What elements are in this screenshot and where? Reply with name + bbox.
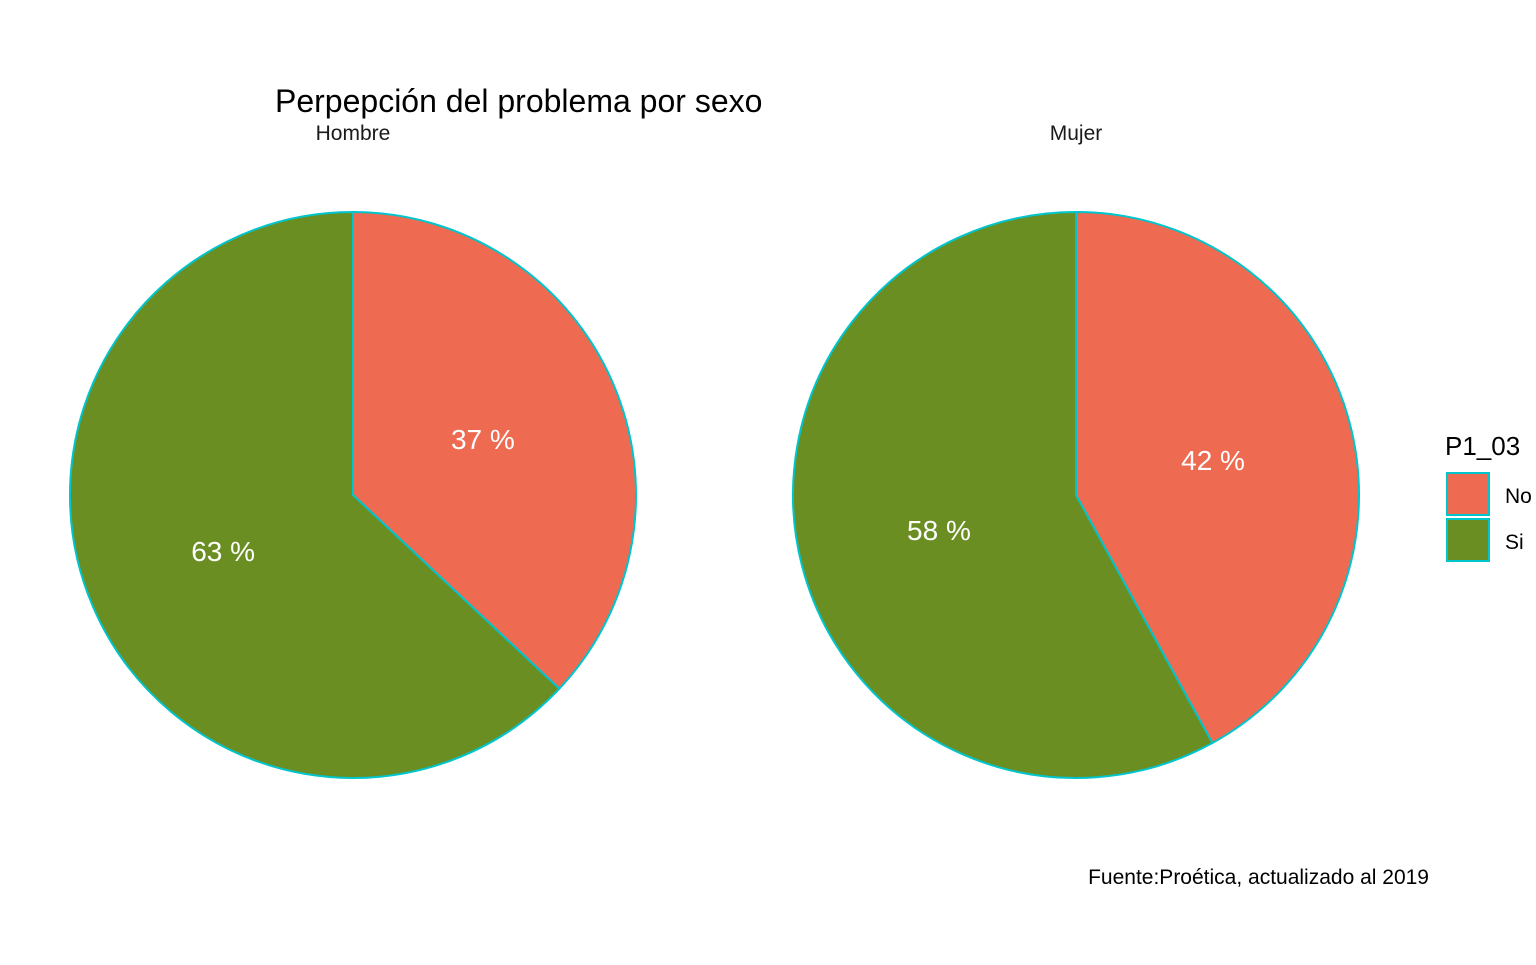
pie-slice-si <box>69 210 561 779</box>
slice-data-label: 58 % <box>907 515 971 546</box>
chart-title: Perpepción del problema por sexo <box>275 83 762 119</box>
pie-slice-si <box>792 210 1214 779</box>
pie-slice-no <box>1075 210 1360 745</box>
slice-data-label: 37 % <box>451 424 515 455</box>
pie-panel-mujer: Mujer 42 % 58 % <box>792 122 1360 779</box>
pie-panel-hombre: Hombre 37 % 63 % <box>69 122 637 779</box>
legend-key-si <box>1446 518 1490 562</box>
pie-slice-no <box>352 210 637 691</box>
facet-panels: Hombre 37 % 63 % Mujer 42 % 58 % <box>69 122 1360 779</box>
legend-label-si: Si <box>1505 531 1524 554</box>
slice-data-label: 63 % <box>191 536 255 567</box>
legend-items: No Si <box>1446 472 1532 562</box>
chart-caption: Fuente:Proética, actualizado al 2019 <box>1088 866 1429 889</box>
legend-title: P1_03 <box>1445 431 1520 461</box>
facet-label: Mujer <box>1050 122 1103 145</box>
facet-label: Hombre <box>316 122 391 145</box>
legend: P1_03 No Si <box>1445 431 1532 562</box>
legend-key-no <box>1446 472 1490 516</box>
legend-label-no: No <box>1505 485 1532 508</box>
slice-data-label: 42 % <box>1181 445 1245 476</box>
